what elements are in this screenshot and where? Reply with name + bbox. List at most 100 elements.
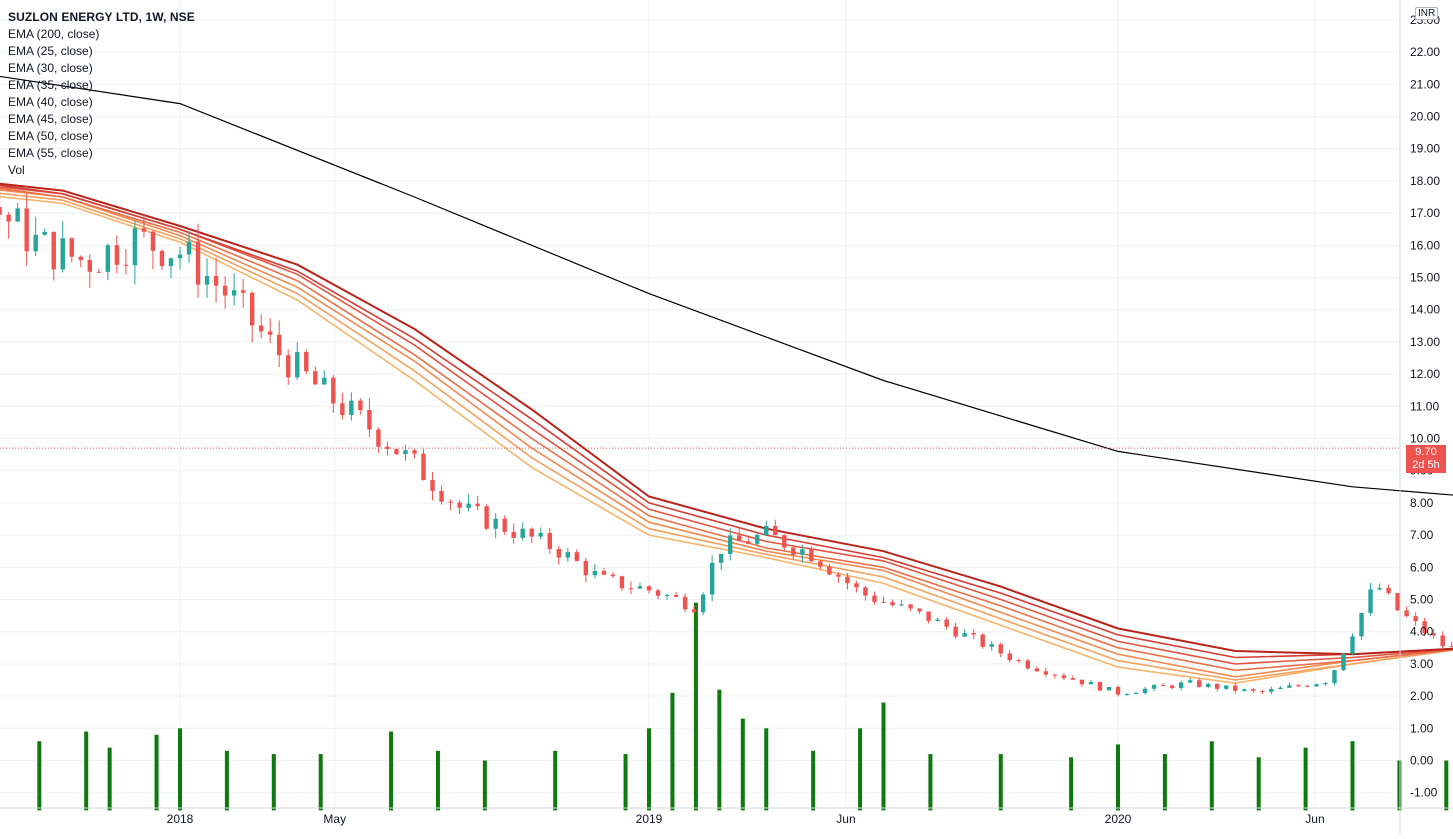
legend-ema30[interactable]: EMA (30, close): [8, 61, 93, 75]
candle-body: [646, 586, 652, 591]
candle-body: [872, 595, 877, 602]
candle-body: [1142, 688, 1148, 693]
candle-body: [881, 601, 886, 603]
volume-bar: [553, 750, 558, 811]
legend-ema200[interactable]: EMA (200, close): [8, 27, 100, 41]
y-tick-label: 17.00: [1410, 206, 1440, 220]
candle-body: [249, 292, 255, 326]
y-tick-label: 19.00: [1410, 142, 1440, 156]
candle-body: [818, 561, 823, 567]
volume-bar: [178, 728, 182, 811]
candle-body: [1224, 685, 1229, 689]
candle-body: [691, 609, 697, 613]
candle-body: [1043, 671, 1049, 675]
candle-body: [791, 547, 796, 555]
candle-body: [430, 480, 435, 491]
candle-body: [1016, 660, 1021, 662]
candle-body: [520, 528, 525, 538]
legend-ema35[interactable]: EMA (35, close): [8, 78, 93, 92]
candle-body: [827, 566, 832, 575]
candle-body: [628, 588, 634, 590]
candle-body: [511, 531, 516, 538]
candle-body: [953, 626, 958, 637]
candle-body: [1368, 589, 1373, 613]
candle-body: [1314, 684, 1319, 687]
candle-body: [1449, 646, 1453, 648]
candle-body: [96, 271, 102, 273]
candle-body: [592, 570, 598, 576]
candle-body: [1242, 689, 1247, 691]
x-tick-label: 2019: [636, 812, 663, 826]
volume-bar: [37, 741, 42, 811]
candle-body: [186, 241, 192, 255]
candle-body: [15, 208, 20, 222]
y-tick-label: 10.00: [1410, 432, 1440, 446]
volume-bar: [811, 750, 816, 811]
y-tick-label: 4.00: [1410, 625, 1434, 639]
candle-body: [709, 562, 715, 595]
candle-body: [746, 541, 751, 544]
candle-body: [1359, 612, 1364, 637]
candle-body: [1287, 685, 1292, 688]
candle-body: [1260, 690, 1265, 692]
candle-body: [1160, 684, 1166, 686]
candle-body: [736, 535, 742, 542]
y-tick-label: 6.00: [1410, 560, 1434, 574]
candle-body: [466, 503, 471, 508]
candle-body: [863, 587, 868, 596]
candle-body: [836, 574, 841, 577]
candle-body: [304, 351, 309, 372]
candle-body: [439, 490, 444, 502]
candle-body: [1215, 683, 1220, 689]
candle-body: [195, 241, 201, 285]
candle-body: [845, 576, 850, 584]
symbol-title[interactable]: SUZLON ENERGY LTD, 1W, NSE: [8, 10, 195, 24]
candle-body: [0, 207, 2, 215]
candle-body: [700, 594, 706, 613]
candle-body: [502, 518, 507, 532]
candle-body: [1431, 633, 1436, 636]
candle-body: [809, 549, 814, 562]
candle-body: [313, 371, 318, 385]
volume-bar: [271, 754, 276, 811]
legend-volume[interactable]: Vol: [8, 163, 25, 177]
candle-body: [286, 355, 291, 378]
candle-body: [1278, 687, 1283, 689]
y-tick-label: 22.00: [1410, 45, 1440, 59]
candle-body: [60, 238, 65, 270]
currency-badge[interactable]: INR: [1415, 7, 1439, 20]
y-tick-label: 12.00: [1410, 367, 1440, 381]
ema-ribbon-line: [0, 182, 1453, 656]
ema-ribbon-line: [0, 189, 1453, 678]
candle-body: [222, 285, 228, 296]
legend-ema25[interactable]: EMA (25, close): [8, 44, 93, 58]
candle-body: [1169, 685, 1175, 688]
candle-body: [682, 596, 688, 610]
candle-body: [854, 583, 859, 588]
candle-body: [664, 595, 670, 597]
candle-body: [529, 528, 534, 537]
candle-body: [295, 351, 300, 378]
volume-bar: [482, 760, 487, 811]
legend-ema55[interactable]: EMA (55, close): [8, 146, 93, 160]
candle-body: [231, 290, 237, 296]
candle-body: [998, 644, 1003, 654]
ema-ribbon-line: [0, 184, 1453, 659]
candle-body: [1025, 660, 1031, 669]
legend-ema50[interactable]: EMA (50, close): [8, 129, 93, 143]
candle-body: [1377, 587, 1382, 590]
legend-ema40[interactable]: EMA (40, close): [8, 95, 93, 109]
last-price-tag: 9.70 2d 5h: [1406, 445, 1446, 473]
legend-ema45[interactable]: EMA (45, close): [8, 112, 93, 126]
candle-body: [718, 553, 724, 563]
candle-body: [619, 576, 625, 589]
candle-body: [1404, 610, 1409, 617]
candle-body: [150, 231, 156, 251]
candle-body: [267, 331, 273, 335]
candle-body: [755, 534, 760, 544]
y-tick-label: 3.00: [1410, 657, 1434, 671]
candle-body: [358, 400, 363, 411]
candle-body: [114, 245, 120, 265]
